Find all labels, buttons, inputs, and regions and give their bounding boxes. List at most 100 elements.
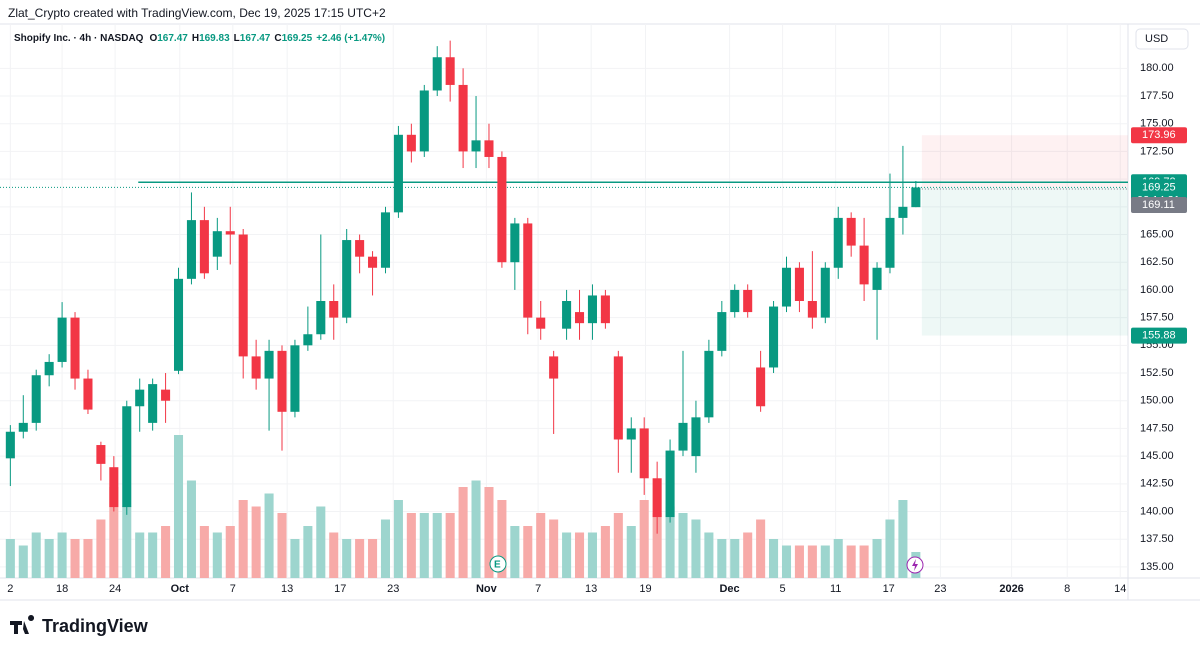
candle-body: [743, 289, 753, 313]
volume-bar: [820, 545, 830, 578]
candle-body: [820, 267, 830, 318]
candle-body: [251, 356, 261, 379]
candle-body: [471, 140, 481, 152]
x-tick-label: Dec: [719, 583, 739, 595]
x-tick-label: 18: [56, 583, 68, 595]
volume-bar: [329, 532, 339, 578]
y-tick-label: 162.50: [1140, 256, 1174, 268]
volume-bar: [445, 513, 455, 578]
x-tick-label: Nov: [476, 583, 498, 595]
price-tag-label: 169.11: [1142, 199, 1175, 211]
volume-bar: [471, 480, 481, 578]
candle-body: [833, 217, 843, 268]
target-zone: [921, 187, 1128, 336]
y-tick-label: 142.50: [1140, 478, 1174, 490]
candle-body: [678, 422, 688, 451]
volume-bar: [574, 532, 585, 578]
candle-body: [432, 57, 442, 91]
candle-body: [290, 345, 300, 412]
value: 167.47: [157, 33, 188, 44]
candle-body: [652, 478, 662, 518]
volume-bar: [342, 539, 352, 578]
volume-bar: [691, 519, 701, 578]
label: C: [274, 33, 281, 44]
price-tag-label: 169.25: [1142, 181, 1176, 193]
y-tick-label: 157.50: [1140, 312, 1174, 324]
volume-bar: [807, 545, 817, 578]
volume-bar: [303, 526, 313, 578]
candle-body: [342, 240, 352, 318]
candle-body: [368, 256, 378, 268]
earnings-marker[interactable]: [489, 555, 507, 573]
logo: [10, 615, 35, 634]
volume-bar: [31, 532, 41, 578]
candle-body: [355, 240, 365, 257]
y-tick-label: 137.50: [1140, 533, 1174, 545]
event-icon: [912, 559, 918, 571]
volume-bar: [717, 539, 727, 578]
price-tag: [1131, 127, 1187, 144]
volume-bar: [277, 513, 287, 578]
x-tick-label: 5: [780, 583, 786, 595]
candle-body: [329, 301, 339, 318]
candle-body: [756, 367, 766, 407]
candle-body: [18, 422, 28, 432]
y-tick-label: 175.00: [1140, 118, 1174, 130]
header: Zlat_Crypto created with TradingView.com…: [8, 6, 386, 20]
currency-button[interactable]: [1135, 28, 1189, 50]
volume-bar: [587, 532, 597, 578]
candle-body: [109, 467, 119, 508]
y-tick-label: 145.00: [1140, 450, 1174, 462]
y-tick-label: 177.50: [1140, 90, 1174, 102]
volume-bar: [678, 513, 688, 578]
x-tick-label: 2: [7, 583, 13, 595]
candle-body: [316, 301, 326, 335]
candle-body: [303, 334, 313, 346]
x-tick-label: 13: [281, 583, 293, 595]
volume-bar: [885, 519, 895, 578]
volume-bar: [458, 487, 468, 578]
currency[interactable]: USD: [1145, 33, 1168, 45]
x-tick-label: 7: [230, 583, 236, 595]
volume-bar: [122, 506, 132, 578]
volume-bar: [639, 500, 649, 578]
volume-bar: [846, 545, 856, 578]
value: 169.83: [199, 33, 230, 44]
candle-body: [70, 317, 80, 379]
volume-bar: [18, 545, 28, 578]
price-tag-label: 173.96: [1142, 129, 1176, 141]
x-tick-label: 8: [1064, 583, 1070, 595]
volume-bar: [872, 539, 882, 578]
volume-bar: [523, 526, 533, 578]
volume-bar: [393, 500, 403, 578]
volume-bar: [199, 526, 209, 578]
earnings-icon[interactable]: E: [494, 560, 501, 571]
candle-body: [846, 217, 856, 246]
volume-bar: [484, 487, 494, 578]
volume-bar: [316, 506, 326, 578]
candle-body: [380, 212, 391, 268]
y-tick-label: 140.00: [1140, 505, 1174, 517]
y-tick-label: 152.50: [1140, 367, 1174, 379]
candle-body: [497, 156, 507, 263]
y-tick-label: 180.00: [1140, 62, 1174, 74]
y-tick-label: 172.50: [1140, 145, 1174, 157]
value: 167.47: [240, 33, 271, 44]
candle-body: [393, 134, 403, 213]
change: +2.46 (+1.47%): [316, 33, 385, 44]
candle-body: [148, 384, 158, 423]
volume-bar: [368, 539, 378, 578]
candle-body: [885, 217, 895, 268]
candle-body: [445, 57, 455, 85]
volume-bar: [148, 532, 158, 578]
candle-body: [549, 356, 559, 379]
volume-bar: [613, 513, 623, 578]
candle-body: [807, 301, 817, 318]
candle-body: [613, 356, 623, 440]
candle-body: [186, 220, 196, 279]
y-tick-label: 147.50: [1140, 422, 1174, 434]
candle-body: [484, 140, 494, 157]
candle-body: [911, 187, 921, 208]
candle-body: [872, 267, 882, 290]
price-tag: [1131, 327, 1187, 344]
